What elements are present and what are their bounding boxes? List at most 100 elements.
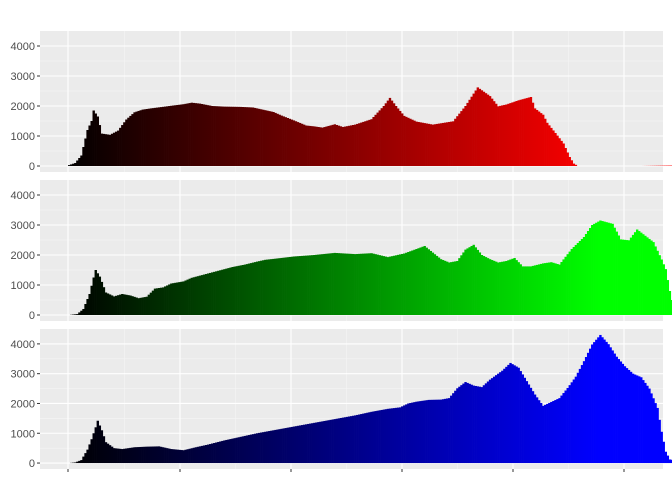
histogram-bar: [529, 266, 533, 315]
histogram-bar: [117, 295, 120, 315]
histogram-bar: [354, 124, 357, 166]
histogram-bar: [182, 104, 185, 166]
histogram-bar: [143, 297, 146, 315]
histogram-bar: [668, 291, 672, 315]
histogram-bar: [591, 344, 594, 464]
histogram-bar: [151, 290, 155, 315]
histogram-bar: [501, 261, 504, 315]
histogram-bar: [390, 408, 394, 464]
histogram-bar: [127, 448, 130, 464]
histogram-bar: [415, 121, 418, 166]
histogram-bar: [478, 386, 482, 464]
histogram-bar: [421, 400, 424, 464]
histogram-bar: [550, 262, 553, 315]
histogram-bar: [237, 437, 240, 464]
histogram-bar: [96, 273, 99, 315]
histogram-bar: [104, 442, 108, 464]
histogram-bar: [245, 264, 249, 315]
histogram-bar: [392, 408, 396, 464]
y-tick-label: 2000: [11, 101, 35, 113]
histogram-bar: [380, 108, 383, 166]
histogram-bar: [560, 395, 563, 464]
histogram-bar: [660, 431, 663, 464]
histogram-bar: [586, 231, 590, 315]
histogram-bar: [554, 133, 557, 166]
histogram-bar: [213, 271, 216, 315]
y-tick-label: 2000: [11, 398, 35, 410]
histogram-bar: [490, 260, 494, 315]
histogram-bar: [666, 455, 670, 464]
histogram-bar: [96, 420, 99, 464]
histogram-bar: [188, 103, 191, 166]
histogram-bar: [110, 446, 114, 464]
histogram-bar: [419, 122, 422, 166]
histogram-bar: [290, 119, 294, 166]
histogram-bar: [251, 262, 255, 315]
histogram-bar: [206, 273, 210, 315]
histogram-bar: [388, 256, 392, 315]
y-tick-label: 0: [29, 161, 35, 173]
histogram-bar: [217, 106, 220, 166]
histogram-bar: [664, 451, 667, 464]
histogram-bar: [517, 262, 520, 315]
histogram-bar: [454, 261, 457, 315]
histogram-bar: [78, 312, 81, 315]
histogram-bar: [202, 104, 206, 166]
histogram-bar: [168, 284, 171, 315]
histogram-bar: [445, 261, 449, 315]
histogram-bar: [307, 423, 310, 464]
histogram-bar: [423, 400, 426, 464]
histogram-bar: [102, 133, 106, 166]
histogram-bar: [298, 256, 302, 315]
histogram-bar: [98, 425, 102, 464]
y-tick-label: 3000: [11, 220, 35, 232]
histogram-bar: [433, 399, 437, 464]
histogram-bar: [466, 382, 469, 464]
histogram-bar: [119, 294, 122, 315]
histogram-bar: [576, 243, 580, 315]
histogram-bar: [448, 121, 451, 166]
histogram-bar: [388, 97, 392, 166]
histogram-bar: [507, 260, 510, 315]
histogram-bar: [131, 296, 134, 315]
histogram-bar: [280, 115, 283, 166]
histogram-bar: [584, 357, 588, 464]
histogram-bar: [245, 435, 249, 464]
histogram-bar: [282, 428, 285, 464]
histogram-bar: [539, 403, 543, 464]
histogram-bar: [539, 263, 543, 315]
histogram-bar: [556, 264, 559, 315]
histogram-bar: [517, 367, 520, 464]
y-tick-label: 3000: [11, 71, 35, 83]
histogram-bar: [480, 255, 484, 315]
histogram-bar: [313, 422, 316, 464]
histogram-bar: [321, 421, 324, 464]
histogram-bar: [552, 130, 555, 166]
histogram-bar: [227, 439, 230, 464]
histogram-bar: [137, 298, 140, 315]
histogram-bar: [225, 106, 228, 166]
histogram-bar: [474, 385, 477, 464]
histogram-bar: [194, 447, 198, 464]
histogram-bar: [302, 424, 306, 464]
histogram-bar: [476, 386, 480, 464]
histogram-bar: [437, 399, 441, 464]
histogram-bar: [531, 102, 535, 166]
histogram-bar: [452, 121, 455, 166]
histogram-bar: [166, 448, 169, 464]
histogram-bar: [633, 374, 637, 464]
histogram-bar: [90, 285, 93, 315]
histogram-bar: [574, 245, 578, 315]
histogram-bar: [535, 109, 539, 166]
histogram-bar: [280, 428, 283, 464]
histogram-bar: [544, 263, 547, 315]
histogram-bar: [168, 106, 171, 166]
histogram-bar: [537, 400, 541, 464]
histogram-bar: [182, 281, 185, 315]
histogram-bar: [264, 110, 267, 166]
histogram-bar: [411, 250, 414, 315]
histogram-bar: [96, 116, 99, 166]
histogram-bar: [351, 415, 355, 464]
histogram-bar: [470, 96, 473, 166]
histogram-bar: [337, 253, 341, 315]
